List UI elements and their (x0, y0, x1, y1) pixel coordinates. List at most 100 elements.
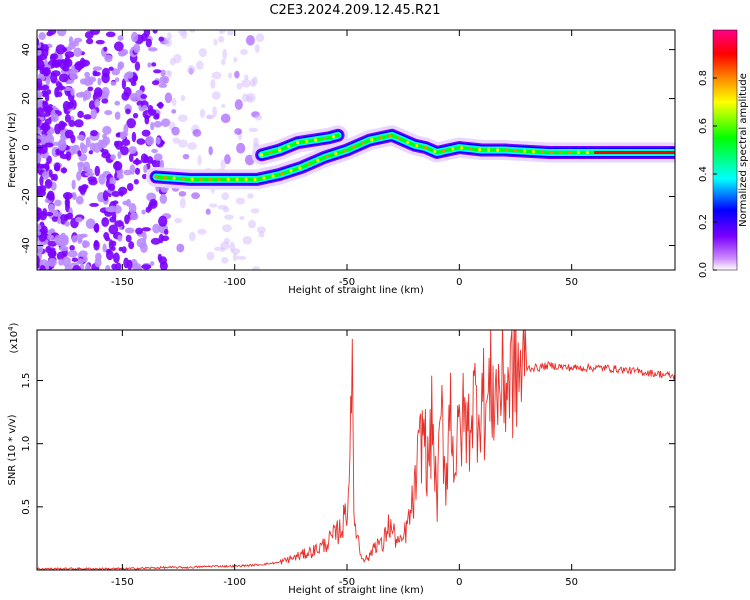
main-trace-point (379, 136, 383, 140)
main-trace-point (406, 140, 410, 144)
noise-blob (115, 262, 122, 270)
spectrogram-xtick-label: -50 (339, 277, 355, 288)
noise-blob (82, 240, 88, 249)
secondary-trace-point (331, 134, 336, 139)
noise-blob (60, 167, 68, 174)
noise-blob (38, 211, 47, 221)
colorbar-tick-label: 0.4 (698, 166, 709, 182)
main-trace-point (208, 177, 212, 181)
noise-blob (109, 216, 117, 223)
noise-blob (108, 183, 116, 191)
snr-xtick-label: 50 (565, 577, 578, 588)
noise-blob (76, 258, 84, 265)
noise-blob (151, 148, 158, 154)
main-trace-point (513, 149, 518, 153)
noise-blob (178, 30, 187, 36)
noise-blob (143, 30, 151, 38)
snr-frame (36, 329, 676, 571)
noise-blob (102, 190, 109, 202)
main-trace-point (361, 141, 365, 145)
noise-blob (40, 116, 45, 121)
noise-blob (125, 71, 134, 79)
noise-blob (70, 134, 76, 144)
main-trace-point (585, 150, 589, 155)
main-trace-point (325, 155, 329, 159)
noise-blob (218, 30, 224, 35)
secondary-trace-point (287, 144, 291, 148)
noise-blob (128, 146, 137, 154)
colorbar-tick-label: 0.0 (698, 262, 709, 278)
noise-blob (246, 35, 255, 46)
noise-blob (117, 151, 122, 159)
noise-blob (101, 217, 110, 227)
noise-blob (79, 186, 86, 195)
noise-blob (171, 109, 177, 114)
noise-blob (107, 207, 117, 213)
noise-blob (90, 108, 97, 120)
main-trace-point (199, 177, 203, 181)
noise-blob (79, 91, 85, 98)
noise-blob (44, 118, 52, 125)
noise-blob (105, 31, 116, 38)
snr-ytick-label: 1.5 (21, 373, 32, 389)
snr-marks (37, 330, 675, 570)
noise-blob (56, 30, 67, 37)
noise-blob (75, 195, 84, 205)
noise-blob (123, 257, 129, 269)
noise-blob (41, 84, 49, 91)
noise-blob (210, 78, 216, 89)
noise-blob (47, 234, 55, 241)
noise-blob (141, 209, 146, 215)
noise-blob (58, 258, 64, 266)
noise-blob (217, 36, 225, 43)
noise-blob (110, 81, 117, 86)
noise-blob (145, 206, 151, 213)
spectrogram-xtick-label: -150 (111, 277, 134, 288)
noise-blob (69, 70, 78, 81)
noise-blob (57, 139, 67, 151)
noise-blob (180, 95, 186, 102)
noise-blob (135, 157, 140, 166)
noise-blob (195, 60, 204, 70)
secondary-trace-point (322, 136, 327, 141)
noise-blob (247, 193, 254, 199)
noise-blob (141, 104, 148, 110)
noise-blob (182, 153, 190, 160)
noise-blob (42, 101, 49, 111)
main-trace-point (522, 149, 527, 153)
noise-blob (86, 168, 93, 174)
noise-blob (156, 102, 164, 108)
main-trace-point (262, 176, 266, 180)
noise-blob (93, 71, 101, 77)
noise-blob (147, 62, 152, 68)
noise-blob (252, 266, 261, 270)
noise-blob (151, 80, 160, 86)
noise-blob (83, 114, 92, 120)
noise-blob (131, 131, 137, 143)
noise-blob (37, 78, 43, 89)
main-trace-point (253, 177, 257, 181)
noise-blob (163, 228, 169, 235)
noise-blob (187, 65, 196, 75)
noise-blob (166, 32, 172, 41)
main-trace-point (190, 177, 194, 181)
noise-blob (119, 190, 124, 197)
noise-blob (206, 251, 215, 261)
noise-blob (85, 38, 94, 45)
noise-blob (70, 88, 75, 96)
noise-blob (128, 153, 134, 163)
noise-blob (121, 78, 127, 90)
noise-blob (159, 76, 167, 85)
noise-blob (241, 78, 251, 88)
noise-blob (240, 48, 248, 56)
noise-blob (158, 36, 165, 42)
noise-blob (134, 167, 141, 175)
spectrogram-xtick-label: 50 (565, 277, 578, 288)
noise-blob (139, 242, 148, 253)
snr-xtick-label: -150 (111, 577, 134, 588)
noise-blob (108, 66, 114, 71)
noise-blob (94, 165, 101, 177)
noise-blob (255, 33, 265, 43)
noise-blob (55, 44, 66, 55)
noise-blob (88, 150, 94, 155)
